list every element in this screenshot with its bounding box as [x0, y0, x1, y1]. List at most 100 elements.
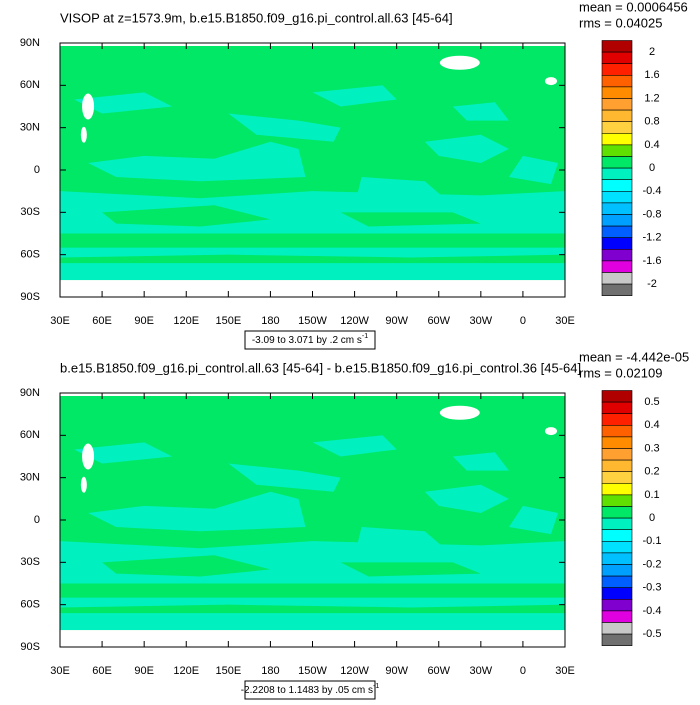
- lat-label: 90N: [20, 37, 40, 49]
- ocean-region: [508, 155, 558, 185]
- lat-label: 0: [34, 514, 40, 526]
- lon-label: 90W: [385, 665, 408, 677]
- mean-stat: mean = 0.0006456: [579, 0, 688, 14]
- range-box: [244, 330, 376, 350]
- colorbar-box: [601, 517, 633, 530]
- colorbar-box: [601, 436, 633, 449]
- colorbar-label: 2: [649, 46, 655, 58]
- colorbar-box: [601, 225, 633, 239]
- colorbar-box: [601, 633, 633, 646]
- colorbar-label: 0.1: [644, 489, 659, 501]
- lon-label: 30E: [50, 665, 70, 677]
- colorbar-box: [601, 471, 633, 484]
- ocean-region: [102, 555, 271, 577]
- colorbar-box: [601, 494, 633, 507]
- colorbar-label: -0.2: [643, 558, 662, 570]
- colorbar-box: [601, 610, 633, 623]
- ocean-region: [60, 254, 565, 264]
- colorbar-label: 0.4: [644, 139, 659, 151]
- colorbar-label: 1.6: [644, 69, 659, 81]
- range-text: -3.09 to 3.071 by .2 cm s: [252, 335, 362, 346]
- ocean-region: [88, 491, 306, 532]
- colorbar-label: -0.4: [643, 185, 662, 197]
- ocean-region: [312, 435, 397, 457]
- no-data-region: [439, 405, 480, 420]
- ocean-region: [354, 527, 453, 570]
- colorbar-label: -0.1: [643, 535, 662, 547]
- colorbar-box: [601, 40, 633, 53]
- lon-label: 30E: [555, 665, 575, 677]
- colorbar-box: [601, 156, 633, 169]
- lon-label: 150W: [298, 665, 327, 677]
- colorbar-box: [601, 202, 633, 215]
- colorbar-box: [601, 121, 633, 134]
- colorbar-label: 0.8: [644, 116, 659, 128]
- ocean-region: [424, 484, 509, 513]
- colorbar-box: [601, 401, 633, 415]
- rms-stat: rms = 0.04025: [579, 15, 662, 30]
- colorbar-box: [601, 575, 633, 588]
- ocean-region: [354, 177, 453, 220]
- lon-label: 120E: [173, 665, 199, 677]
- lat-label: 60N: [20, 79, 40, 91]
- range-unit: -1: [362, 333, 368, 340]
- lon-label: 180: [261, 665, 279, 677]
- colorbar-label: 0.2: [644, 466, 659, 478]
- ocean-region: [74, 92, 173, 114]
- lat-label: 60S: [20, 249, 40, 261]
- lon-label: 120W: [340, 665, 369, 677]
- colorbar-box: [601, 260, 633, 273]
- lon-label: 150W: [298, 315, 327, 327]
- ocean-region: [340, 212, 481, 227]
- no-data-region: [82, 93, 95, 120]
- colorbar-box: [601, 506, 633, 519]
- range-note: -2.2208 to 1.1483 by .05 cm s-1: [241, 683, 380, 696]
- lat-label: 30S: [20, 206, 40, 218]
- colorbar-box: [601, 390, 633, 403]
- no-data-region: [80, 126, 87, 143]
- ocean-region: [228, 463, 341, 492]
- colorbar-label: -2: [647, 278, 657, 290]
- ocean-region: [228, 113, 341, 142]
- panel-title: VISOP at z=1573.9m, b.e15.B1850.f09_g16.…: [60, 10, 453, 25]
- ocean-region: [60, 597, 565, 631]
- colorbar-box: [601, 191, 633, 204]
- colorbar-label: -0.8: [643, 208, 662, 220]
- colorbar-box: [601, 540, 633, 554]
- colorbar-box: [601, 529, 633, 542]
- colorbar-box: [601, 214, 633, 227]
- rms-stat: rms = 0.02109: [579, 365, 662, 380]
- colorbar-box: [601, 272, 633, 285]
- lon-label: 120E: [173, 315, 199, 327]
- lon-label: 60W: [427, 315, 450, 327]
- colorbar-box: [601, 622, 633, 635]
- lat-label: 30S: [20, 556, 40, 568]
- lon-label: 30E: [555, 315, 575, 327]
- lon-label: 120W: [340, 315, 369, 327]
- colorbar-box: [601, 109, 633, 122]
- lon-label: 150E: [215, 315, 241, 327]
- lon-label: 60W: [427, 665, 450, 677]
- colorbar-box: [601, 564, 633, 577]
- lon-label: 30W: [470, 665, 493, 677]
- lat-label: 60N: [20, 429, 40, 441]
- ocean-region: [60, 247, 565, 281]
- lat-label: 90S: [20, 641, 40, 653]
- lon-label: 30W: [470, 315, 493, 327]
- colorbar-label: -1.2: [643, 232, 662, 244]
- colorbar-label: -1.6: [643, 255, 662, 267]
- range-box: [244, 680, 376, 700]
- colorbar-box: [601, 448, 633, 461]
- colorbar-box: [601, 63, 633, 76]
- lon-label: 30E: [50, 315, 70, 327]
- colorbar-box: [601, 587, 633, 600]
- lat-label: 30N: [20, 472, 40, 484]
- colorbar-box: [601, 249, 633, 262]
- colorbar-box: [601, 283, 633, 297]
- ocean-region: [508, 505, 558, 535]
- colorbar-box: [601, 98, 633, 111]
- range-text: -2.2208 to 1.1483 by .05 cm s: [241, 685, 373, 696]
- colorbar-box: [601, 413, 633, 426]
- no-data-region: [544, 77, 557, 86]
